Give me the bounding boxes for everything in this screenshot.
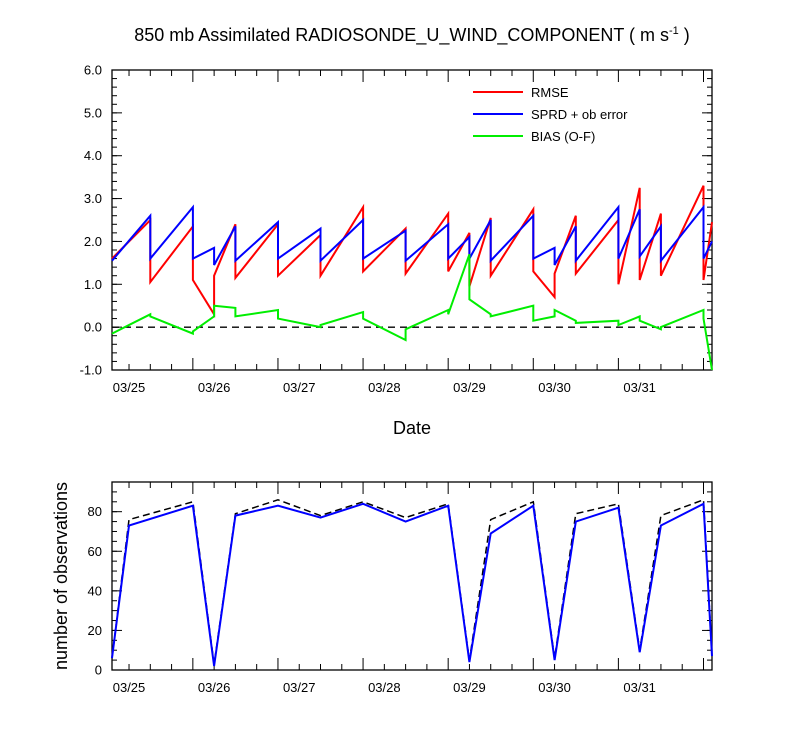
bottom-chart-x-tick-label: 03/26 (198, 680, 231, 695)
bottom-chart-y-tick-label: 0 (95, 663, 102, 678)
top-chart-series-rmse (111, 185, 713, 318)
top-chart-title-main: 850 mb Assimilated RADIOSONDE_U_WIND_COM… (134, 25, 669, 46)
bottom-chart-x-tick-label: 03/28 (368, 680, 401, 695)
bottom-chart-y-axis-title: number of observations (51, 482, 71, 670)
top-chart-y-tick-label: -1.0 (80, 363, 102, 378)
bottom-chart-y-tick-label: 60 (88, 544, 102, 559)
bottom-chart: 80 60 40 20 0 03/25 03/26 03/27 03/28 03/29 03/30 0… (88, 481, 713, 695)
bottom-chart-y-tick-label: 40 (88, 583, 102, 598)
top-chart-legend-label-sprd-ob-error: SPRD + ob error (531, 107, 628, 122)
bottom-chart-y-tick-label: 20 (88, 623, 102, 638)
top-chart-x-tick-label: 03/26 (198, 380, 231, 395)
top-chart: 6.0 5.0 4.0 3.0 2.0 1.0 0.0 -1.0 03/25 03/26 03/27… (80, 63, 713, 395)
top-chart-y-tick-label: 3.0 (84, 191, 102, 206)
top-chart-title-suffix: ) (679, 25, 690, 45)
top-chart-y-tick-label: 6.0 (84, 63, 102, 78)
bottom-chart-x-tick-label: 03/30 (538, 680, 571, 695)
top-chart-plot-frame (111, 69, 713, 371)
top-chart-title: 850 mb Assimilated RADIOSONDE_U_WIND_COM… (134, 25, 690, 46)
top-chart-legend-label-rmse: RMSE (531, 85, 569, 100)
top-chart-y-tick-label: 1.0 (84, 277, 102, 292)
bottom-chart-series-assimilated-observations (111, 502, 713, 667)
top-chart-legend-label-bias-o-f: BIAS (O-F) (531, 129, 595, 144)
top-chart-series-sprd-ob-error (111, 204, 713, 266)
top-chart-y-tick-label: 5.0 (84, 105, 102, 120)
top-chart-y-tick-label: 0.0 (84, 320, 102, 335)
top-chart-x-tick-label: 03/25 (113, 380, 146, 395)
top-chart-x-tick-label: 03/27 (283, 380, 316, 395)
top-chart-y-tick-label: 2.0 (84, 234, 102, 249)
top-chart-x-tick-label: 03/28 (368, 380, 401, 395)
bottom-chart-x-tick-label: 03/29 (453, 680, 486, 695)
bottom-chart-plot-frame (111, 481, 713, 671)
bottom-chart-x-tick-label: 03/27 (283, 680, 316, 695)
top-chart-series-bias-o-f (111, 253, 713, 371)
top-chart-x-tick-label: 03/31 (623, 380, 656, 395)
bottom-chart-x-tick-label: 03/25 (113, 680, 146, 695)
top-chart-x-axis-title: Date (393, 418, 431, 438)
top-chart-y-tick-label: 4.0 (84, 148, 102, 163)
bottom-chart-y-tick-label: 80 (88, 504, 102, 519)
top-chart-x-tick-label: 03/30 (538, 380, 571, 395)
bottom-chart-x-tick-label: 03/31 (623, 680, 656, 695)
top-chart-title-superscript: -1 (669, 25, 679, 37)
top-chart-x-tick-label: 03/29 (453, 380, 486, 395)
